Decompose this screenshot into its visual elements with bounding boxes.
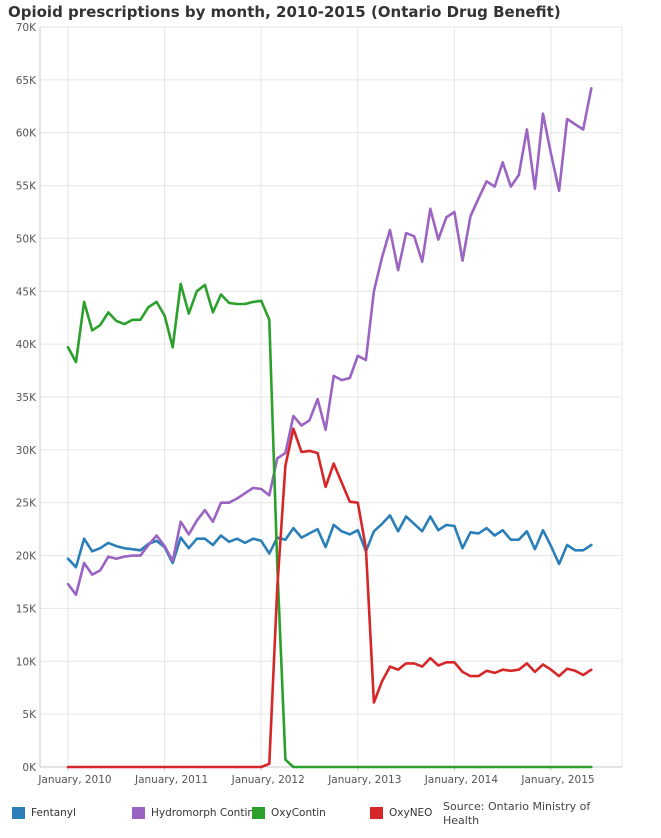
y-tick-label: 50K [16,233,37,245]
source-note: Source: Ontario Ministry of Health [443,800,591,827]
legend-label: OxyNEO [389,807,433,819]
y-tick-label: 10K [16,656,37,668]
legend-label: Fentanyl [31,807,76,819]
series-line-oxyneo[interactable] [66,427,593,769]
hydromorph-contin-swatch [132,807,145,819]
y-tick-label: 45K [16,286,37,298]
legend-label: Hydromorph Contin [151,807,255,819]
series-line-oxycontin[interactable] [66,282,593,769]
x-tick-label: January, 2013 [327,774,401,786]
y-tick-label: 0K [22,762,37,774]
x-tick-label: January, 2011 [134,774,208,786]
y-tick-label: 5K [22,709,37,721]
y-tick-label: 60K [16,128,37,140]
legend-item-oxyneo[interactable]: OxyNEO [370,807,432,819]
y-tick-label: 30K [16,445,37,457]
legend-item-hydromorph-contin[interactable]: Hydromorph Contin [132,807,254,819]
y-tick-label: 70K [16,22,37,34]
oxycontin-swatch [252,807,265,819]
x-tick-label: January, 2010 [37,774,111,786]
series-lines [66,87,593,769]
fentanyl-swatch [12,807,25,819]
y-tick-label: 35K [16,392,37,404]
x-tick-label: January, 2012 [231,774,305,786]
line-chart: 0K 5K 10K 15K 20K 25K 30K 35K 40K 45K 50K 55K 60K 65K… [16,22,623,786]
y-axis-tick-labels: 0K 5K 10K 15K 20K 25K 30K 35K 40K 45K 50K 55K 60K 65K… [16,22,37,774]
x-tick-label: January, 2015 [520,774,594,786]
x-axis-tick-labels: January, 2010 January, 2011 January, 2012 J… [37,774,594,786]
y-tick-label: 20K [16,551,37,563]
oxyneo-swatch [370,807,383,819]
x-tick-label: January, 2014 [424,774,499,786]
y-tick-label: 65K [16,75,37,87]
legend-item-oxycontin[interactable]: OxyContin [252,807,326,819]
legend-item-fentanyl[interactable]: Fentanyl [12,807,76,819]
chart-title: Opioid prescriptions by month, 2010-2015… [8,3,561,21]
y-tick-label: 40K [16,339,37,351]
y-tick-label: 55K [16,181,37,193]
legend: Fentanyl Hydromorph Contin OxyContin Oxy… [8,797,658,833]
y-tick-label: 25K [16,498,37,510]
series-line-fentanyl[interactable] [66,514,593,569]
series-line-hydromorph-contin[interactable] [66,87,593,597]
legend-label: OxyContin [271,807,326,819]
y-tick-label: 15K [16,603,37,615]
